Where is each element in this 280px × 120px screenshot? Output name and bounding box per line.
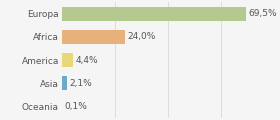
Bar (62, 30, 125, 44)
Bar (62, 76, 67, 90)
Text: 4,4%: 4,4% (75, 55, 98, 65)
Text: 0,1%: 0,1% (64, 102, 87, 111)
Bar (62, 53, 73, 67)
Text: 69,5%: 69,5% (249, 9, 277, 18)
Text: 2,1%: 2,1% (69, 78, 92, 88)
Bar (62, 7, 246, 21)
Text: 24,0%: 24,0% (128, 32, 156, 41)
